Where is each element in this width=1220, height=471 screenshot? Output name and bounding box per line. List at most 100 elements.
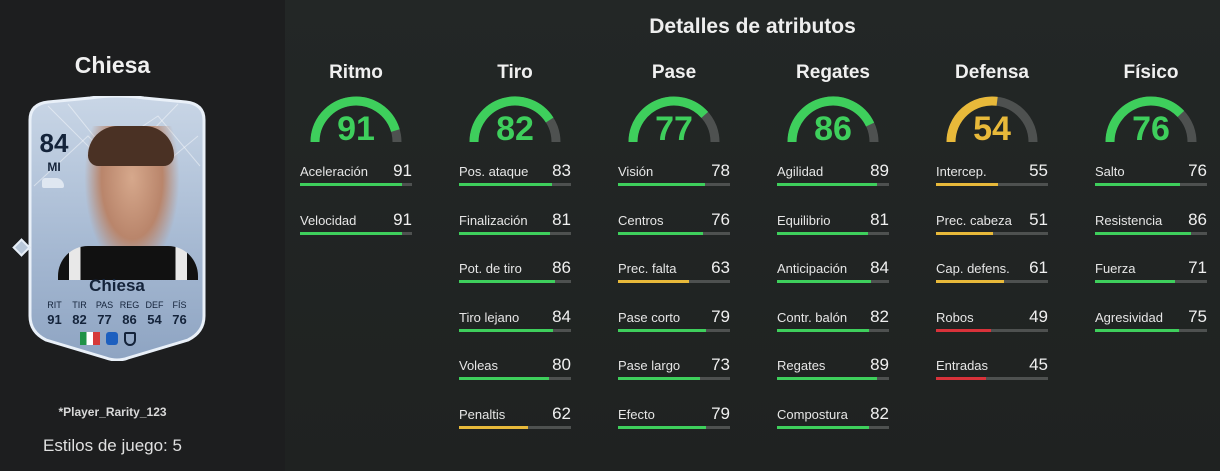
stat-value: 78 bbox=[711, 161, 730, 180]
stat-bar-track bbox=[777, 425, 889, 429]
stat-row-entradas: Entradas 45 bbox=[936, 355, 1048, 404]
stat-bar-track bbox=[1095, 231, 1207, 235]
stat-name: Visión bbox=[618, 164, 654, 179]
stat-value: 75 bbox=[1188, 306, 1207, 326]
stat-name: Finalización bbox=[459, 212, 528, 228]
card-stat-value: 86 bbox=[122, 312, 137, 327]
stat-bar-track bbox=[936, 231, 1048, 235]
stat-value: 81 bbox=[870, 209, 889, 229]
stat-bar-fill bbox=[1095, 183, 1181, 186]
stat-bar-track bbox=[459, 377, 571, 381]
stat-bar-fill bbox=[618, 425, 707, 429]
stat-bar-fill bbox=[1095, 328, 1179, 332]
stat-value: 81 bbox=[552, 209, 571, 229]
stat-bar-fill bbox=[936, 377, 987, 381]
stat-row-vision: Visión 78 bbox=[618, 161, 730, 210]
league-badge-icon bbox=[106, 332, 118, 345]
stat-name: Agilidad bbox=[777, 164, 824, 179]
card-stat-labels: RIT TIR PAS REG DEF FÍS bbox=[42, 300, 192, 310]
attributes-panel bbox=[285, 0, 1220, 471]
stat-bar-track bbox=[618, 231, 730, 235]
stat-row-robos: Robos 49 bbox=[936, 307, 1048, 356]
category-gauge: 86 bbox=[785, 94, 881, 148]
stat-bar-track bbox=[936, 377, 1048, 381]
stat-row-contr-balon: Contr. balón 82 bbox=[777, 307, 889, 356]
stat-row-resistencia: Resistencia 86 bbox=[1095, 210, 1207, 259]
category-value: 77 bbox=[655, 110, 693, 148]
stat-name: Pos. ataque bbox=[459, 164, 529, 179]
stat-bar-track bbox=[777, 377, 889, 381]
stat-bar-fill bbox=[459, 377, 549, 381]
stat-bar-track bbox=[459, 183, 571, 186]
stat-name: Pot. de tiro bbox=[459, 261, 522, 277]
stat-bar-track bbox=[777, 280, 889, 284]
stat-bar-fill bbox=[459, 183, 552, 186]
stat-value: 79 bbox=[711, 403, 730, 423]
card-stat-value: 76 bbox=[172, 312, 187, 327]
stat-bar-fill bbox=[618, 231, 704, 235]
stat-value: 63 bbox=[711, 258, 730, 278]
stat-row-centros: Centros 76 bbox=[618, 210, 730, 259]
gauge-fill bbox=[787, 96, 875, 143]
stat-name: Pase largo bbox=[618, 358, 681, 374]
stat-bar-fill bbox=[777, 183, 877, 186]
rarity-label: *Player_Rarity_123 bbox=[58, 405, 167, 419]
card-stat-value: 82 bbox=[72, 312, 87, 327]
stat-value: 55 bbox=[1029, 161, 1048, 180]
stat-name: Efecto bbox=[618, 406, 655, 422]
category-gauge: 77 bbox=[626, 94, 722, 148]
stat-row-pos-ataque: Pos. ataque 83 bbox=[459, 161, 571, 210]
player-card[interactable]: 84 MI Chiesa RIT TIR PAS REG DEF FÍS 91 … bbox=[28, 96, 206, 361]
stat-bar-fill bbox=[936, 280, 1005, 284]
stat-name: Equilibrio bbox=[777, 212, 831, 228]
stat-bar-fill bbox=[459, 280, 556, 284]
stat-bar-track bbox=[459, 328, 571, 332]
card-stat-label: PAS bbox=[95, 300, 114, 310]
category-name: Ritmo bbox=[329, 62, 383, 83]
stat-value: 82 bbox=[870, 306, 889, 326]
stat-row-efecto: Efecto 79 bbox=[618, 404, 730, 453]
stat-bar-track bbox=[459, 231, 571, 235]
stat-bar-fill bbox=[618, 183, 706, 186]
stat-name: Resistencia bbox=[1095, 212, 1163, 228]
club-badge-icon bbox=[124, 332, 136, 346]
stat-bar-track bbox=[936, 183, 1048, 186]
stat-name: Anticipación bbox=[777, 261, 848, 277]
card-rating: 84 bbox=[39, 128, 69, 158]
card-stat-label: REG bbox=[119, 300, 140, 310]
card-stat-value: 91 bbox=[47, 312, 62, 327]
category-name: Físico bbox=[1123, 62, 1179, 83]
stat-bar-track bbox=[777, 183, 889, 186]
stat-name: Salto bbox=[1095, 164, 1125, 179]
stat-name: Voleas bbox=[459, 358, 499, 374]
stat-bar-fill bbox=[777, 280, 872, 284]
card-badges bbox=[80, 332, 136, 346]
card-stat-value: 77 bbox=[97, 312, 112, 327]
stat-row-agilidad: Agilidad 89 bbox=[777, 161, 889, 210]
stat-row-pase-corto: Pase corto 79 bbox=[618, 307, 730, 356]
stat-row-prec-falta: Prec. falta 63 bbox=[618, 258, 730, 307]
category-value: 54 bbox=[973, 110, 1011, 148]
stat-value: 89 bbox=[870, 355, 889, 375]
stat-list: Pos. ataque 83 Finalización 81 Pot. de tiro 8… bbox=[459, 161, 571, 453]
stat-bar-fill bbox=[1095, 231, 1192, 235]
stat-row-finalizacion: Finalización 81 bbox=[459, 210, 571, 259]
stat-name: Entradas bbox=[936, 358, 989, 374]
stat-name: Robos bbox=[936, 309, 974, 325]
stat-row-intercep: Intercep. 55 bbox=[936, 161, 1048, 210]
category-name: Regates bbox=[796, 62, 870, 83]
stat-bar-track bbox=[936, 280, 1048, 284]
card-stat-values: 91 82 77 86 54 76 bbox=[42, 312, 192, 327]
stat-list: Aceleración 91 Velocidad 91 bbox=[300, 161, 412, 258]
category-regates: Regates 86 Agilidad 89 Equilibrio 81 Anticipac… bbox=[777, 62, 889, 453]
stat-row-pot-de-tiro: Pot. de tiro 86 bbox=[459, 258, 571, 307]
stat-row-prec-cabeza: Prec. cabeza 51 bbox=[936, 210, 1048, 259]
category-ritmo: Ritmo 91 Aceleración 91 Velocidad 91 bbox=[300, 62, 412, 258]
stat-value: 49 bbox=[1029, 306, 1048, 326]
stat-value: 86 bbox=[1188, 209, 1207, 229]
category-pase: Pase 77 Visión 78 Centros 76 Prec. falta 63 Pase… bbox=[618, 62, 730, 453]
category-fisico: Físico 76 Salto 76 Resistencia 86 Fuerza 71 Agre… bbox=[1095, 62, 1207, 355]
attributes-title: Detalles de atributos bbox=[649, 15, 856, 38]
stat-row-fuerza: Fuerza 71 bbox=[1095, 258, 1207, 307]
italy-flag-icon bbox=[80, 332, 100, 345]
